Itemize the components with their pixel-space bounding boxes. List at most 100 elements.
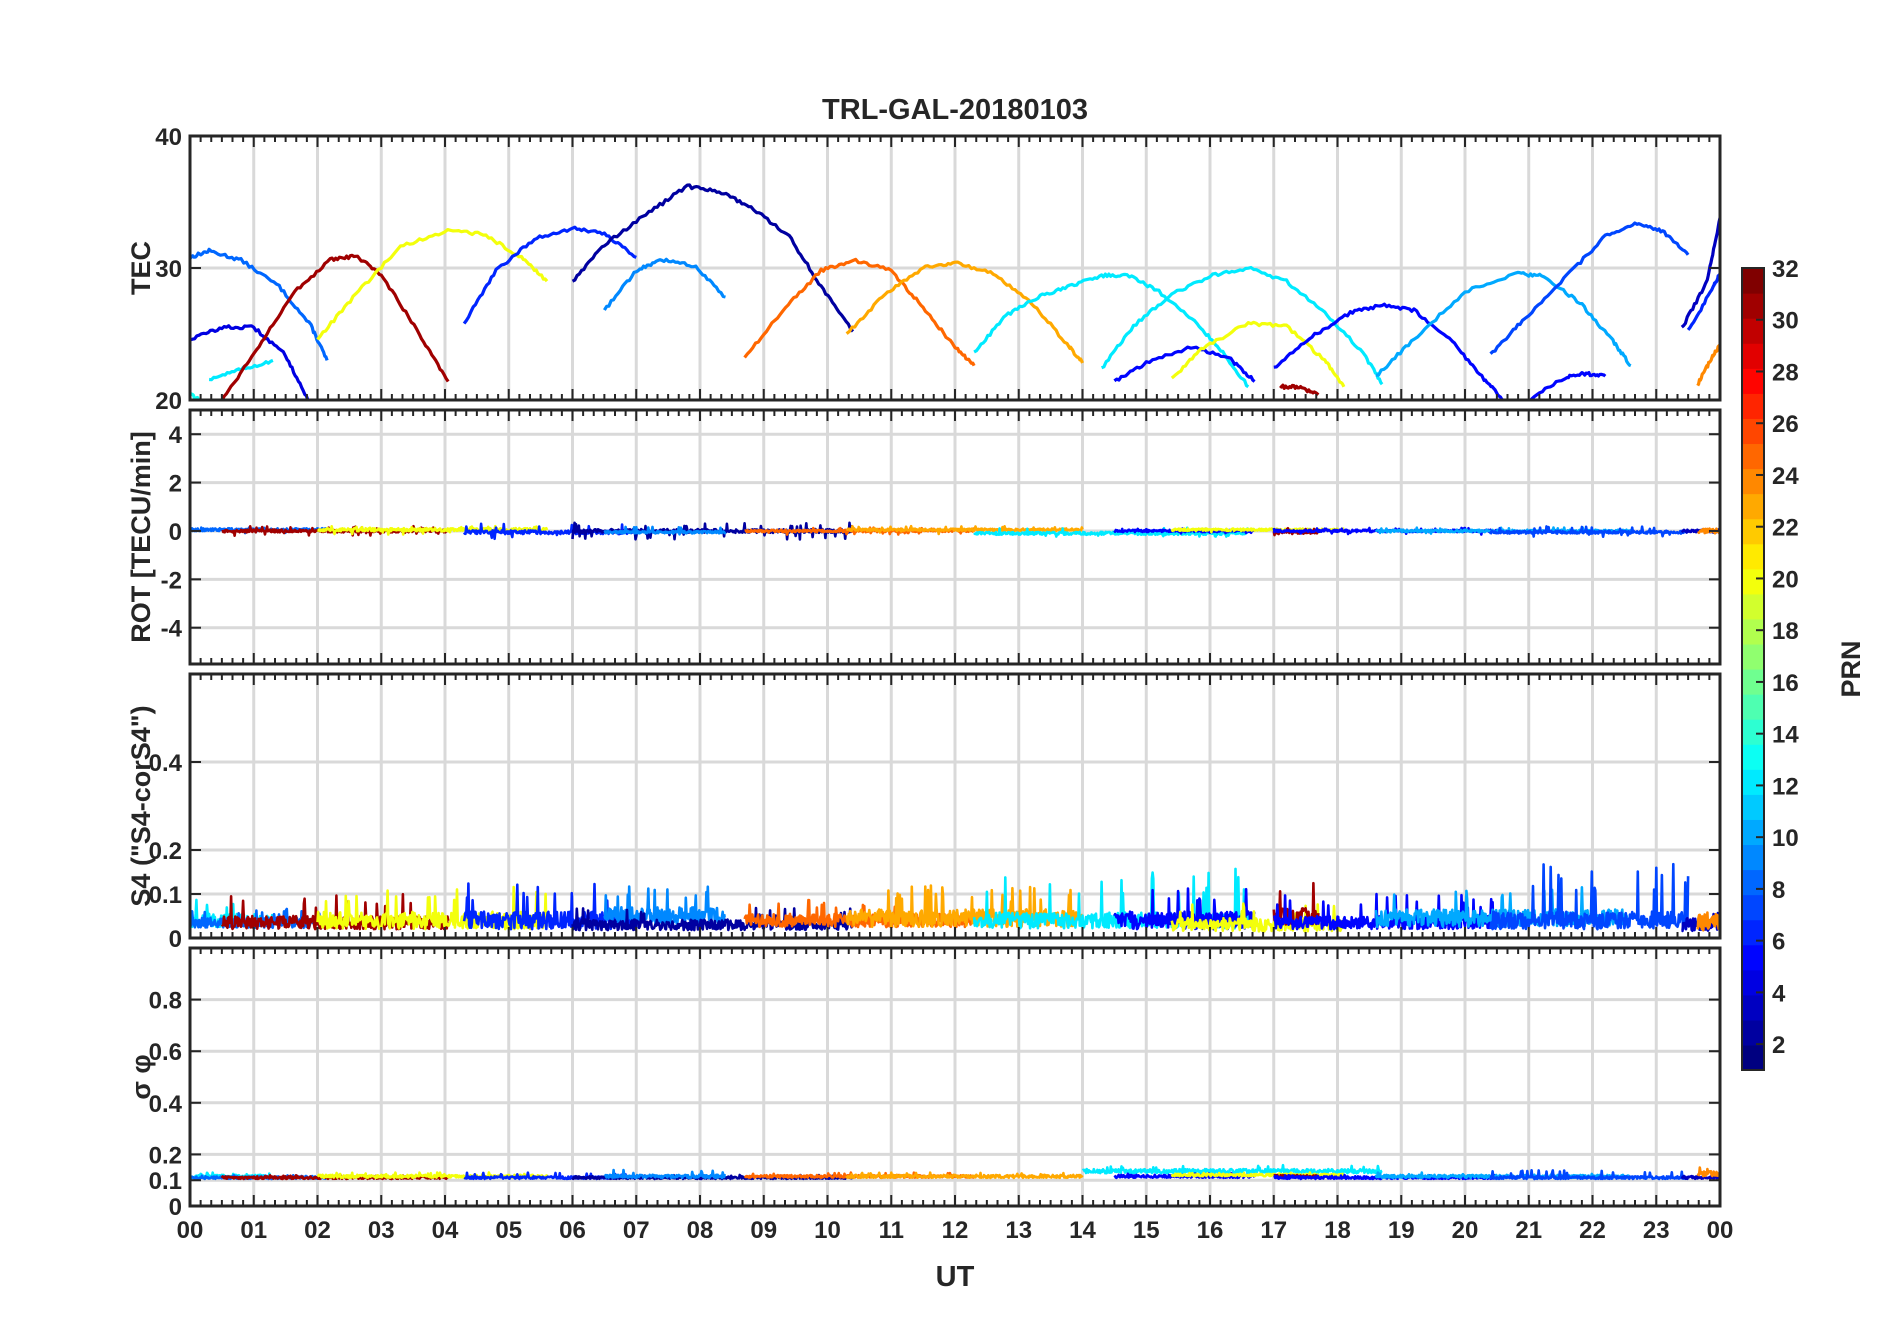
- chart-title: TRL-GAL-20180103: [822, 94, 1088, 126]
- tec-arc-prn-3: [1680, 217, 1720, 329]
- tec-arc-prn-12: [973, 272, 1250, 389]
- colorbar-tick-label: 24: [1772, 463, 1799, 490]
- x-tick-label: 02: [304, 1217, 331, 1244]
- colorbar-step: [1742, 969, 1764, 996]
- x-tick-label: 13: [1005, 1217, 1032, 1244]
- colorbar-step: [1742, 318, 1764, 344]
- x-tick-label: 15: [1133, 1217, 1160, 1244]
- tec-arc-prn-5: [1528, 371, 1607, 400]
- colorbar-step: [1742, 568, 1764, 595]
- y-axis-label-s4: S4 ("S4-corS4"): [126, 705, 156, 906]
- colorbar-step: [1742, 919, 1764, 946]
- tec-arc-prn-24: [1696, 343, 1720, 387]
- colorbar-tick-label: 12: [1772, 773, 1799, 800]
- colorbar-step: [1742, 894, 1764, 921]
- colorbar-tick-label: 18: [1772, 618, 1799, 645]
- colorbar-step: [1742, 418, 1764, 445]
- panel-tec-data: [190, 183, 1720, 400]
- y-tick-label: 30: [155, 256, 182, 283]
- x-tick-label: 05: [495, 1217, 522, 1244]
- colorbar-tick-label: 20: [1772, 566, 1799, 593]
- y-tick-label: 0: [169, 926, 182, 953]
- x-tick-label: 00: [1707, 1217, 1734, 1244]
- rot-series-prn-24: [1697, 527, 1720, 535]
- colorbar-tick-label: 14: [1772, 722, 1799, 749]
- s4-series-prn-5: [1113, 887, 1256, 931]
- x-tick-label: 17: [1260, 1217, 1287, 1244]
- y-tick-label: 2: [169, 471, 182, 498]
- sigma-series-prn-3: [1680, 1174, 1720, 1181]
- x-tick-label: 07: [623, 1217, 650, 1244]
- colorbar-step: [1742, 1019, 1764, 1046]
- panel-sigma-data: [190, 1163, 1720, 1181]
- s4-series-prn-24: [1696, 911, 1720, 932]
- rot-series-prn-23: [846, 524, 1084, 536]
- colorbar-step: [1742, 293, 1764, 319]
- colorbar-step: [1742, 643, 1764, 670]
- colorbar-step: [1742, 393, 1764, 419]
- grid-layer: [188, 134, 1722, 1208]
- y-tick-label: 0.1: [149, 1168, 182, 1195]
- rot-series-prn-9: [603, 525, 727, 536]
- s4-series-prn-6: [462, 882, 638, 931]
- rot-series-prn-12: [973, 526, 1250, 538]
- x-tick-label: 10: [814, 1217, 841, 1244]
- y-axis-label-tec: TEC: [126, 241, 156, 295]
- y-tick-label: 20: [155, 388, 182, 415]
- s4-series-prn-7: [1489, 862, 1690, 931]
- colorbar-frame: [1741, 267, 1765, 1071]
- s4-series-prn-9: [603, 885, 727, 926]
- colorbar-tick-label: 26: [1772, 411, 1799, 438]
- tec-arc-prn-5: [1273, 302, 1504, 400]
- colorbar-step: [1742, 719, 1764, 745]
- x-tick-label: 14: [1069, 1217, 1096, 1244]
- x-tick-label: 19: [1388, 1217, 1415, 1244]
- sigma-series-prn-7: [1489, 1169, 1690, 1181]
- tec-arc-prn-20: [1170, 320, 1346, 388]
- tec-arc-prn-31: [1279, 383, 1320, 396]
- colorbar-step: [1742, 869, 1764, 896]
- sigma-series-prn-9: [603, 1168, 727, 1180]
- x-tick-label: 11: [879, 1217, 904, 1244]
- y-tick-label: 0.2: [149, 838, 182, 865]
- tec-arc-prn-25: [743, 257, 976, 367]
- tec-arc-prn-6: [1686, 272, 1720, 331]
- x-tick-label: 21: [1515, 1217, 1542, 1244]
- y-tick-label: 40: [155, 124, 182, 151]
- x-tick-label: 08: [687, 1217, 714, 1244]
- y-axis-label-sigma: σ φ: [126, 1054, 156, 1099]
- x-tick-label: 01: [240, 1217, 267, 1244]
- y-tick-label: 0.4: [149, 1091, 183, 1118]
- y-tick-label: 0.8: [149, 988, 182, 1015]
- x-tick-label: 16: [1197, 1217, 1224, 1244]
- rot-series-prn-7: [1489, 525, 1689, 538]
- colorbar-step: [1742, 994, 1764, 1021]
- colorbar-step: [1742, 368, 1764, 394]
- tec-arc-prn-20: [316, 228, 549, 341]
- tec-arc-prn-6: [462, 225, 637, 325]
- tec-arc-prn-8: [190, 247, 329, 361]
- colorbar-step: [1742, 468, 1764, 495]
- y-tick-label: 0.6: [149, 1039, 182, 1066]
- y-tick-label: 0.4: [149, 750, 183, 777]
- x-tick-label: 03: [368, 1217, 395, 1244]
- y-tick-label: -2: [161, 567, 182, 594]
- x-tick-label: 22: [1579, 1217, 1606, 1244]
- s4-series-prn-2: [571, 906, 855, 932]
- tec-arc-prn-5: [1113, 345, 1256, 383]
- x-axis-label: UT: [936, 1261, 975, 1293]
- s4-series-prn-20: [1170, 902, 1346, 933]
- tec-arc-prn-10: [1375, 270, 1632, 377]
- x-tick-label: 12: [942, 1217, 969, 1244]
- y-tick-label: 0: [169, 519, 182, 546]
- colorbar-step: [1742, 493, 1764, 520]
- colorbar-step: [1742, 769, 1764, 795]
- tec-arc-prn-23: [845, 260, 1084, 364]
- colorbar-tick-label: 16: [1772, 670, 1799, 697]
- x-tick-label: 06: [559, 1217, 586, 1244]
- colorbar-step: [1742, 794, 1764, 820]
- s4-series-prn-25: [743, 898, 976, 929]
- colorbar-tick-label: 4: [1772, 980, 1786, 1007]
